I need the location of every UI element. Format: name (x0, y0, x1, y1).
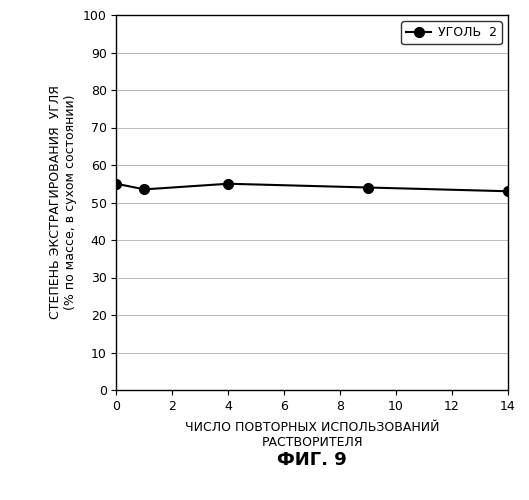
Y-axis label: СТЕПЕНЬ ЭКСТРАГИРОВАНИЯ  УГЛЯ
(% по массе, в сухом состоянии): СТЕПЕНЬ ЭКСТРАГИРОВАНИЯ УГЛЯ (% по массе… (49, 86, 77, 320)
УГОЛЬ  2 (141, 186, 148, 192)
УГОЛЬ  2 (225, 180, 231, 186)
Line: УГОЛЬ  2: УГОЛЬ 2 (112, 179, 513, 196)
Legend: УГОЛЬ  2: УГОЛЬ 2 (402, 21, 501, 44)
Text: ФИГ. 9: ФИГ. 9 (277, 451, 347, 469)
X-axis label: ЧИСЛО ПОВТОРНЫХ ИСПОЛЬЗОВАНИЙ
РАСТВОРИТЕЛЯ: ЧИСЛО ПОВТОРНЫХ ИСПОЛЬЗОВАНИЙ РАСТВОРИТЕ… (185, 421, 440, 449)
УГОЛЬ  2 (505, 188, 511, 194)
УГОЛЬ  2 (113, 180, 120, 186)
УГОЛЬ  2 (365, 184, 371, 190)
